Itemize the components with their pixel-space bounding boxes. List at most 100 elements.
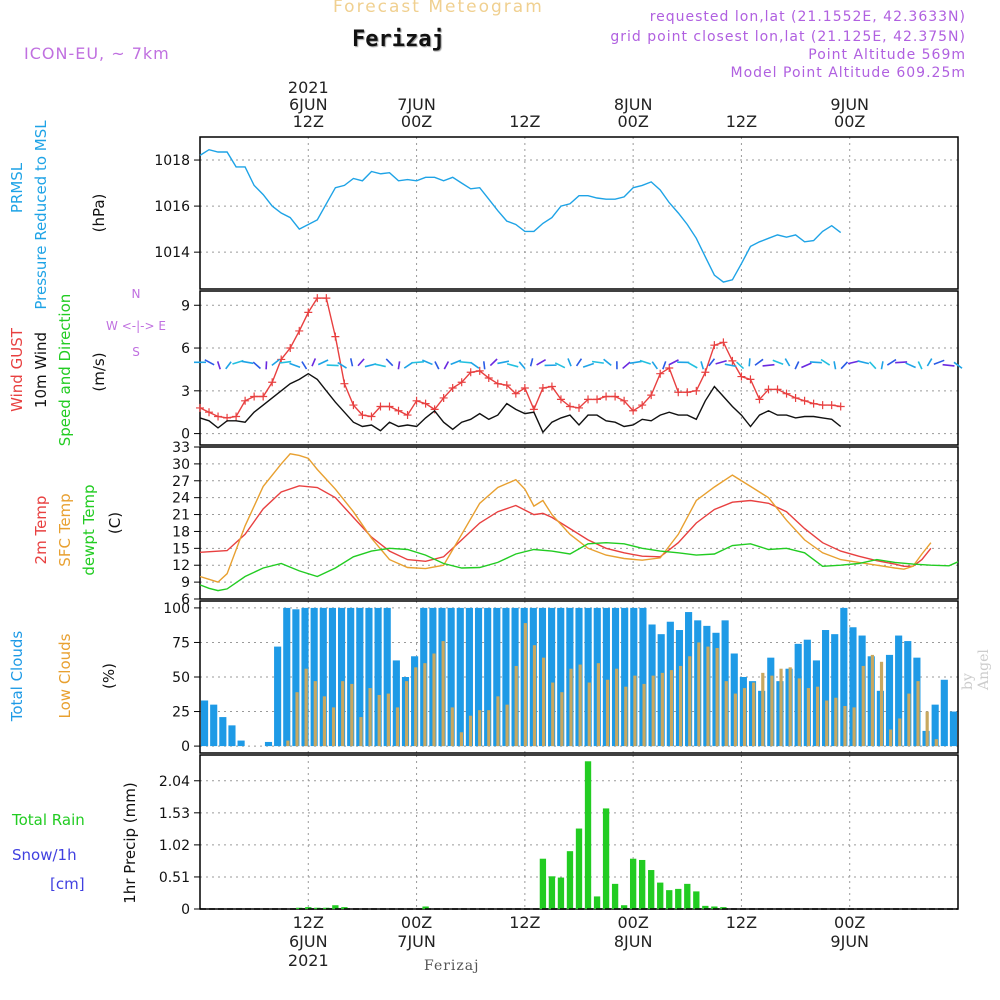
wind-direction-arrow	[662, 361, 667, 370]
wind-direction-arrow	[459, 360, 472, 364]
total-cloud-bar	[548, 607, 556, 747]
low-cloud-bar	[587, 682, 591, 747]
wind-direction-arrow	[708, 358, 716, 367]
gust-marker	[737, 372, 746, 381]
top-axis-date: 8JUN	[614, 95, 653, 114]
rain-bar	[341, 907, 348, 909]
low-cloud-bar	[770, 675, 774, 747]
bottom-axis-year: 2021	[288, 951, 329, 970]
y-tick-label: 1.53	[159, 806, 190, 822]
gust-marker	[809, 399, 818, 408]
low-cloud-bar	[934, 739, 938, 747]
bottom-axis-date: 7JUN	[397, 932, 436, 951]
temp-2m-axis-label: 2m Temp	[32, 496, 50, 565]
wind-direction-arrow	[403, 361, 414, 369]
low-cloud-bar	[779, 668, 783, 747]
top-axis-date: 7JUN	[397, 95, 436, 114]
low-cloud-bar	[797, 678, 801, 747]
wind-direction-arrow	[953, 361, 963, 369]
gust-marker	[827, 401, 836, 410]
gust-marker	[250, 392, 259, 401]
low-cloud-bar	[834, 697, 838, 747]
wind-direction-arrow	[204, 359, 215, 366]
wind-direction-arrow	[736, 361, 745, 370]
dewpoint-axis-label: dewpt Temp	[80, 484, 98, 575]
total-cloud-bar	[831, 634, 839, 747]
top-axis-date: 9JUN	[830, 95, 869, 114]
low-cloud-bar	[514, 665, 518, 747]
gust-marker	[394, 406, 403, 415]
pressure-axis-label: PRMSL	[8, 162, 26, 213]
gust-marker	[205, 408, 214, 417]
wind-direction-arrow	[567, 358, 572, 367]
gust-marker	[412, 396, 421, 405]
gust-marker	[800, 396, 809, 405]
wind-direction-arrow	[820, 358, 831, 366]
total-cloud-bar	[584, 607, 592, 747]
wind-direction-arrow	[422, 359, 433, 366]
low-cloud-bar	[478, 710, 482, 747]
gust-marker	[385, 402, 394, 411]
total-cloud-bar	[949, 711, 957, 747]
wind-direction-arrow	[232, 359, 244, 365]
total-cloud-bar	[639, 607, 647, 747]
low-cloud-bar	[487, 710, 491, 747]
bottom-axis-time: 00Z	[834, 913, 865, 932]
gust-marker	[764, 385, 773, 394]
compass-south: S	[132, 345, 140, 359]
wind-direction-arrow	[575, 358, 583, 367]
total-cloud-bar	[621, 607, 629, 747]
rain-bar	[620, 905, 628, 909]
wind-direction-axis-label: Speed and Direction	[56, 294, 74, 447]
low-cloud-bar	[551, 682, 555, 747]
low-cloud-bar	[441, 641, 445, 747]
low-cloud-bar	[889, 729, 893, 747]
gust-marker	[376, 402, 385, 411]
wind-unit-label: (m/s)	[90, 352, 108, 391]
rain-bar	[539, 858, 547, 909]
y-tick-label: 0	[181, 427, 190, 443]
wind-direction-arrow	[349, 358, 354, 367]
compass-north: N	[132, 287, 141, 301]
wind-direction-arrow	[271, 358, 281, 366]
gust-marker	[331, 332, 340, 341]
bottom-axis-date: 9JUN	[830, 932, 869, 951]
wind-direction-arrow	[311, 358, 317, 367]
rain-bar	[657, 882, 664, 909]
total-cloud-bar	[264, 741, 273, 747]
wind-direction-arrow	[317, 359, 329, 366]
y-tick-label: 18	[172, 524, 190, 540]
wind-direction-arrow	[411, 361, 424, 364]
gust-marker	[656, 369, 665, 378]
rain-bar	[611, 883, 619, 909]
rain-bar	[575, 828, 583, 909]
gust-marker	[466, 368, 475, 377]
wind-direction-arrow	[603, 358, 612, 367]
wind-direction-arrow	[809, 361, 822, 364]
wind-direction-arrow	[748, 358, 751, 367]
total-cloud-bar	[484, 607, 492, 747]
low-cloud-bar	[615, 668, 619, 747]
gust-marker	[836, 402, 845, 411]
gust-marker	[313, 294, 322, 303]
low-cloud-bar	[624, 686, 628, 747]
total-cloud-bar	[383, 607, 391, 747]
low-cloud-bar	[916, 681, 920, 747]
point-altitude: Point Altitude 569m	[808, 47, 966, 63]
snow-unit-label: [cm]	[50, 875, 85, 893]
y-tick-label: 6	[181, 341, 190, 357]
wind-direction-arrow	[700, 361, 705, 370]
top-axis-date: 6JUN	[289, 95, 328, 114]
y-tick-label: 0	[181, 902, 190, 918]
low-cloud-bar	[788, 667, 792, 747]
top-axis-year: 2021	[288, 78, 329, 97]
wind-axis-label: 10m Wind	[32, 332, 50, 408]
wind-direction-arrow	[905, 362, 916, 369]
total-cloud-bar	[895, 635, 903, 747]
clouds-unit-label: (%)	[100, 663, 118, 689]
pressure-line	[199, 148, 842, 283]
wind-direction-arrow	[434, 361, 440, 370]
bottom-axis-date: 6JUN	[289, 932, 328, 951]
low-cloud-bar	[295, 692, 299, 747]
low-cloud-bar	[596, 663, 601, 747]
